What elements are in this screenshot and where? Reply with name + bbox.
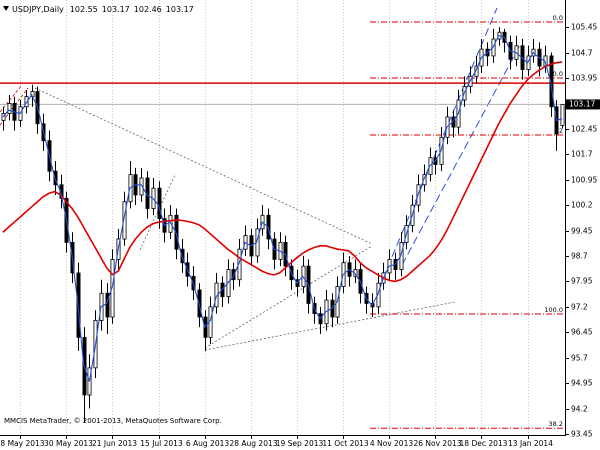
copyright: MMCIS MetaTrader, © 2001-2013, MetaQuote… — [4, 417, 222, 425]
x-tick-label: 18 Dec 2013 — [460, 439, 508, 448]
candle-body — [122, 201, 127, 240]
candle-body — [474, 65, 479, 77]
trendlines — [34, 87, 456, 351]
x-tick-label: 11 Oct 2013 — [322, 439, 369, 448]
open-value: 102.55 — [70, 5, 98, 14]
x-tick-label: 8 May 2013 — [0, 439, 44, 448]
trendline — [204, 301, 456, 351]
channel-line — [401, 44, 521, 266]
y-tick-label: 94.2 — [571, 405, 588, 414]
y-tick-label: 98.7 — [571, 252, 588, 261]
high-value: 103.17 — [102, 5, 130, 14]
candle-body — [422, 174, 427, 186]
candle-body — [301, 265, 306, 287]
channel — [377, 7, 521, 291]
y-tick-label: 100.95 — [571, 176, 597, 185]
candle-body — [428, 157, 433, 176]
trendline — [204, 245, 373, 349]
candle-body — [174, 214, 179, 250]
header-text: USDJPY,Daily 102.55 103.17 102.46 103.17 — [12, 5, 194, 14]
candle-body — [110, 258, 115, 318]
fib-label: 0.0 — [553, 14, 563, 22]
candle-body — [237, 248, 242, 281]
trendline — [139, 174, 176, 251]
fib-label: 2 — [559, 127, 563, 135]
y-tick-label: 104.7 — [571, 49, 593, 58]
y-tick-label: 105.45 — [571, 23, 597, 32]
candle-body — [53, 170, 58, 186]
x-tick-label: 21 Jun 2013 — [92, 439, 137, 448]
x-tick-label: 28 Aug 2013 — [229, 439, 277, 448]
header: USDJPY,Daily 102.55 103.17 102.46 103.17 — [3, 5, 194, 14]
y-tick-label: 101.7 — [571, 150, 593, 159]
price-box — [566, 99, 600, 110]
fib-label: 100.0 — [544, 306, 563, 314]
lines-layer — [2, 34, 563, 382]
channel-line — [377, 7, 498, 291]
y-tick-label: 96.45 — [571, 328, 593, 337]
price-box-label: 103.17 — [569, 99, 595, 108]
candle-body — [197, 289, 202, 318]
candle-body — [226, 269, 231, 298]
x-tick-label: 19 Sep 2013 — [276, 439, 324, 448]
x-tick-label: 15 Jul 2013 — [140, 439, 183, 448]
y-tick-label: 100.2 — [571, 201, 593, 210]
y-tick-label: 103.95 — [571, 74, 597, 83]
y-tick-label: 97.2 — [571, 303, 588, 312]
x-tick-label: 4 Nov 2013 — [370, 439, 413, 448]
x-tick-label: 13 Jan 2014 — [508, 439, 553, 448]
candle-body — [7, 103, 12, 114]
y-tick-label: 95.7 — [571, 354, 588, 363]
y-tick-label: 102.45 — [571, 125, 597, 134]
header-icon — [3, 6, 9, 11]
fib-label: 0.0 — [553, 70, 563, 78]
candle-body — [139, 177, 144, 196]
x-tick-label: 30 May 2013 — [44, 439, 93, 448]
candle-body — [180, 248, 185, 264]
close-value: 103.17 — [166, 5, 194, 14]
candle-body — [399, 242, 404, 270]
candle-body — [560, 104, 565, 126]
x-tick-label: 26 Nov 2013 — [413, 439, 461, 448]
fib-label: 38.2 — [549, 420, 563, 428]
symbol: USDJPY,Daily — [12, 5, 64, 14]
indicator-line — [2, 61, 563, 283]
candle-body — [231, 269, 236, 281]
y-tick-label: 99.45 — [571, 227, 593, 236]
y-tick-label: 97.95 — [571, 277, 593, 286]
indicator-line — [2, 34, 563, 382]
y-tick-label: 94.95 — [571, 379, 593, 388]
candle-body — [376, 282, 381, 308]
trendline — [34, 87, 373, 245]
candle-body — [203, 316, 208, 338]
low-value: 102.46 — [134, 5, 162, 14]
candle-body — [105, 292, 110, 318]
candle-body — [549, 55, 554, 108]
y-tick-label: 93.45 — [571, 430, 593, 439]
candle-body — [157, 187, 162, 220]
x-tick-label: 6 Aug 2013 — [186, 439, 229, 448]
